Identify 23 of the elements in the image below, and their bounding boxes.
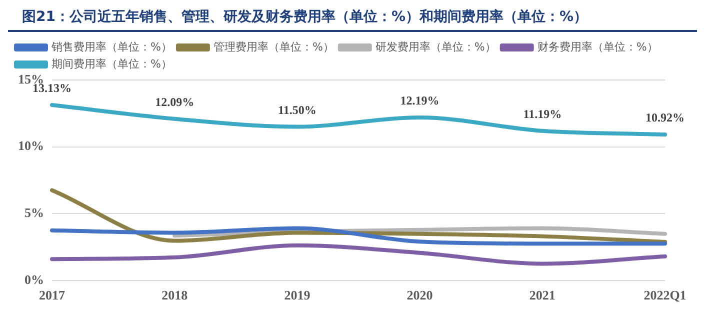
x-tick-label: 2018 <box>162 288 188 303</box>
data-label: 11.50% <box>278 102 316 117</box>
chart-title: 图21：公司近五年销售、管理、研发及财务费用率（单位：%）和期间费用率（单位：%） <box>8 4 697 32</box>
x-tick-label: 2022Q1 <box>644 288 686 303</box>
y-tick-label: 5% <box>24 204 44 220</box>
legend-label: 期间费用率（单位：%） <box>52 57 172 70</box>
y-tick-label: 0% <box>24 272 44 287</box>
y-tick-label: 10% <box>18 138 44 154</box>
data-label: 11.19% <box>523 106 562 121</box>
x-tick-label: 2020 <box>406 288 433 303</box>
legend-label: 研发费用率（单位：%） <box>375 40 496 54</box>
legend-label: 财务费用率（单位：%） <box>537 40 658 54</box>
data-label: 12.19% <box>400 94 440 108</box>
data-label: 10.92% <box>646 110 684 125</box>
legend-label: 销售费用率（单位：%） <box>50 40 172 54</box>
x-tick-label: 2021 <box>529 288 556 303</box>
data-label: 12.09% <box>155 94 194 109</box>
x-tick-label: 2019 <box>284 288 311 303</box>
line-series <box>50 243 667 266</box>
x-tick-label: 2017 <box>39 288 66 303</box>
line-series <box>50 188 667 244</box>
legend-label: 管理费用率（单位：%） <box>213 40 334 54</box>
line-series <box>50 226 667 246</box>
